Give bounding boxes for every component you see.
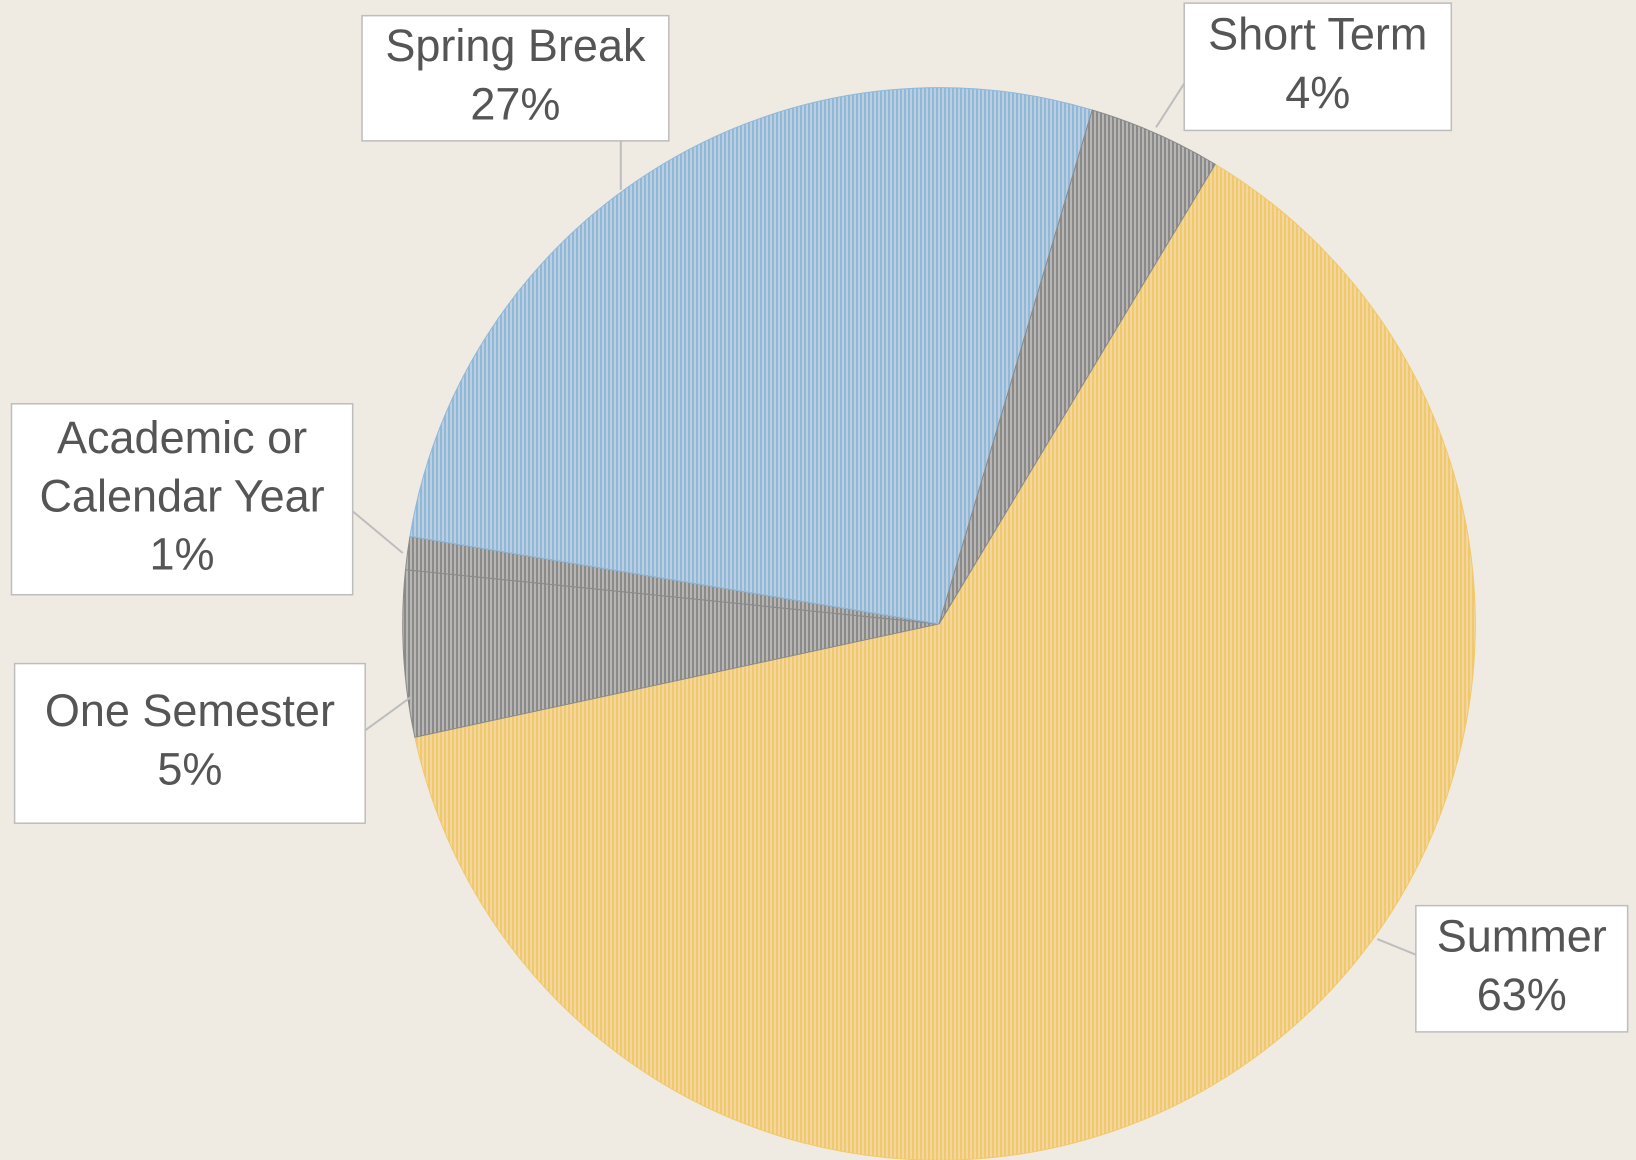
label-box <box>1183 2 1453 132</box>
slice-label: Short Term <box>1208 8 1427 59</box>
slice-label: Academic or Calendar Year <box>39 412 324 521</box>
slice-label: Summer <box>1437 910 1607 961</box>
label-box <box>10 403 354 596</box>
value-label: 1% <box>150 529 215 580</box>
pie-slice <box>409 87 1093 625</box>
slice-label: One Semester <box>45 685 335 736</box>
leader-line <box>352 510 404 554</box>
leader-line <box>364 696 412 732</box>
value-label: 63% <box>1477 969 1567 1020</box>
label-box <box>13 662 366 824</box>
pie-slice <box>414 163 1476 1160</box>
value-label: 4% <box>1285 67 1350 118</box>
label-box <box>361 14 670 142</box>
pie-slice <box>402 569 940 738</box>
value-label: 5% <box>157 744 222 795</box>
pie-slice <box>938 109 1216 625</box>
label-box <box>1415 904 1629 1033</box>
slice-label: Spring Break <box>385 20 646 71</box>
leader-line <box>1155 82 1186 128</box>
value-label: 27% <box>470 78 560 129</box>
leader-line <box>1376 938 1417 956</box>
